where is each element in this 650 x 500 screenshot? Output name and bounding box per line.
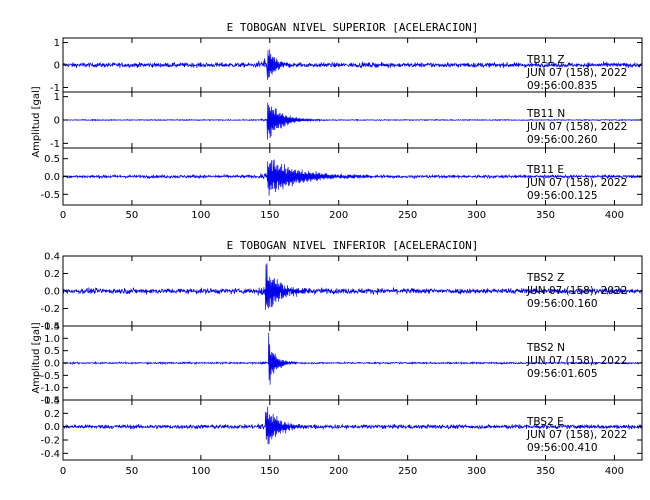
- x-tick-label: 250: [398, 210, 417, 221]
- y-tick-label: 0.2: [44, 269, 60, 280]
- series-trace-tb11-e: [62, 159, 643, 196]
- x-tick-label: 350: [536, 210, 555, 221]
- station-label: TB11 Z: [526, 54, 565, 66]
- x-tick-label: 300: [467, 466, 486, 477]
- y-tick-label: -0.4: [40, 322, 60, 333]
- y-tick-label: 0.4: [44, 396, 60, 407]
- y-tick-label: -0.2: [40, 436, 60, 447]
- y-tick-label: 1: [54, 38, 60, 49]
- station-label: TBS2 E: [526, 416, 564, 428]
- record-time: 09:56:00.160: [527, 298, 598, 310]
- y-axis-label: Amplitud [gal]: [31, 322, 42, 393]
- x-tick-label: 250: [398, 466, 417, 477]
- record-date: JUN 07 (158), 2022: [526, 285, 627, 297]
- y-tick-label: -1.5: [40, 396, 60, 407]
- y-tick-label: 0.4: [44, 252, 60, 263]
- y-tick-label: -0.2: [40, 304, 60, 315]
- y-tick-label: -0.4: [40, 449, 60, 460]
- series-trace-tbs2-e: [62, 406, 643, 445]
- x-tick-label: 300: [467, 210, 486, 221]
- record-time: 09:56:00.410: [527, 442, 598, 454]
- x-tick-label: 150: [260, 466, 279, 477]
- chart-title: E TOBOGAN NIVEL INFERIOR [ACELERACION]: [227, 239, 479, 252]
- y-tick-label: 0.0: [44, 422, 60, 433]
- x-tick-label: 50: [126, 466, 139, 477]
- y-tick-label: -1.0: [40, 383, 60, 394]
- series-trace-tb11-z: [62, 49, 643, 80]
- record-date: JUN 07 (158), 2022: [526, 429, 627, 441]
- y-tick-label: -0.5: [40, 371, 60, 382]
- y-tick-label: -0.5: [40, 190, 60, 201]
- y-tick-label: 0.2: [44, 409, 60, 420]
- y-tick-label: 0.5: [44, 154, 60, 165]
- series-trace-tbs2-z: [62, 263, 643, 310]
- x-tick-label: 0: [60, 210, 66, 221]
- y-tick-label: 1.5: [44, 322, 60, 333]
- record-date: JUN 07 (158), 2022: [526, 177, 627, 189]
- x-tick-label: 400: [605, 210, 624, 221]
- record-time: 09:56:00.125: [527, 190, 598, 202]
- chart-title: E TOBOGAN NIVEL SUPERIOR [ACELERACION]: [227, 21, 479, 34]
- x-tick-label: 400: [605, 466, 624, 477]
- record-date: JUN 07 (158), 2022: [526, 355, 627, 367]
- y-tick-label: 0.5: [44, 346, 60, 357]
- record-date: JUN 07 (158), 2022: [526, 121, 627, 133]
- x-tick-label: 200: [329, 466, 348, 477]
- y-tick-label: -1: [50, 139, 60, 150]
- y-tick-label: 0.0: [44, 172, 60, 183]
- x-tick-label: 150: [260, 210, 279, 221]
- y-tick-label: 1.0: [44, 334, 60, 345]
- y-axis-label: Amplitud [gal]: [31, 86, 42, 157]
- x-tick-label: 350: [536, 466, 555, 477]
- y-tick-label: -1: [50, 83, 60, 94]
- x-tick-label: 50: [126, 210, 139, 221]
- record-time: 09:56:00.835: [527, 80, 598, 92]
- x-tick-label: 200: [329, 210, 348, 221]
- series-trace-tbs2-n: [62, 332, 643, 385]
- x-tick-label: 100: [191, 210, 210, 221]
- station-label: TB11 E: [526, 164, 564, 176]
- subplot-frame: [62, 399, 643, 461]
- record-time: 09:56:01.605: [527, 368, 598, 380]
- series-trace-tb11-n: [62, 102, 643, 140]
- record-time: 09:56:00.260: [527, 134, 598, 146]
- x-tick-label: 100: [191, 466, 210, 477]
- station-label: TBS2 N: [526, 342, 565, 354]
- y-tick-label: 0: [54, 61, 60, 72]
- station-label: TBS2 Z: [526, 272, 564, 284]
- y-tick-label: 0.0: [44, 287, 60, 298]
- station-label: TB11 N: [526, 108, 565, 120]
- x-tick-label: 0: [60, 466, 66, 477]
- y-tick-label: 1: [54, 92, 60, 103]
- y-tick-label: 0.0: [44, 359, 60, 370]
- record-date: JUN 07 (158), 2022: [526, 67, 627, 79]
- y-tick-label: 0: [54, 116, 60, 127]
